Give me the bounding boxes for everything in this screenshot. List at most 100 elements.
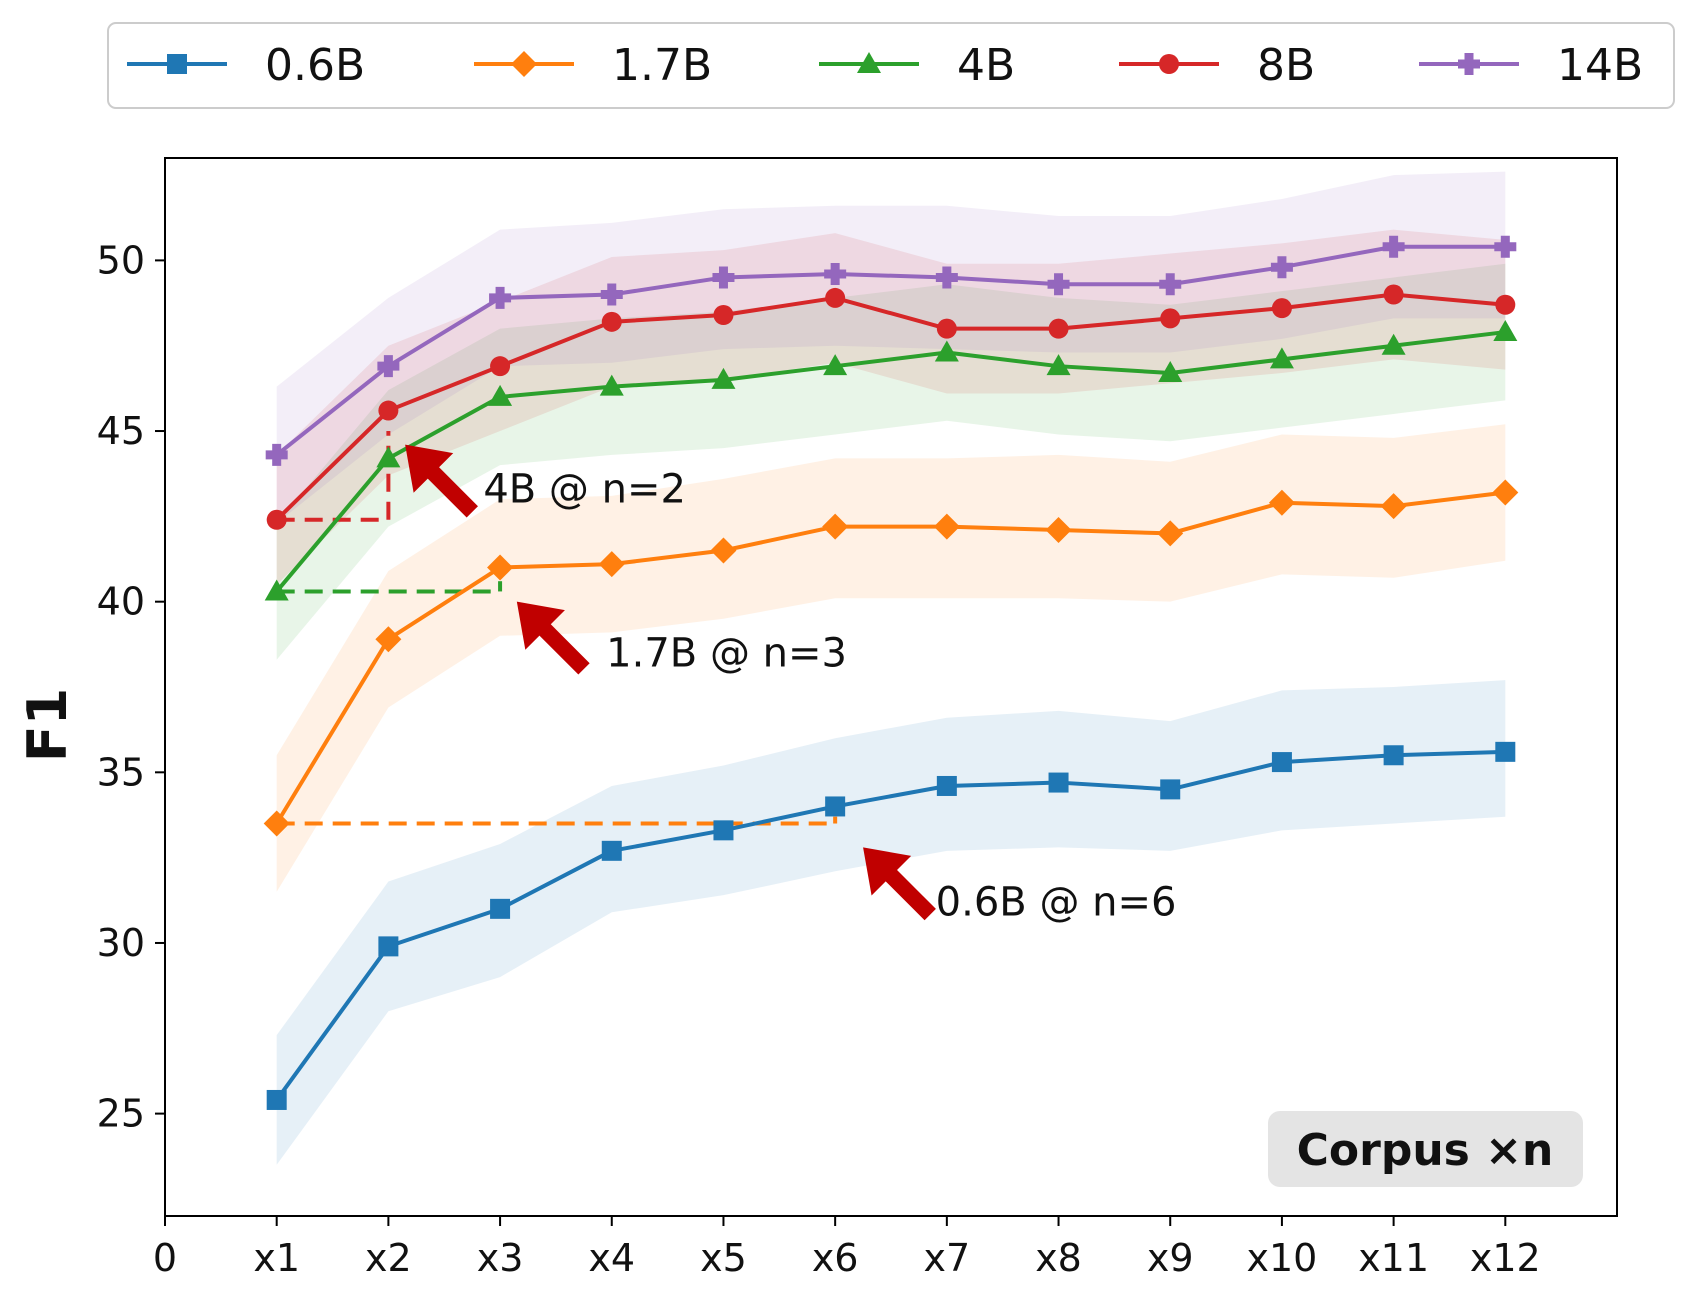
- point-8B-x6: [825, 287, 846, 308]
- legend: 0.6B 1.7B 4B 8B 14B: [107, 22, 1675, 109]
- point-8B-x11: [1383, 284, 1404, 305]
- point-4B-x3: [488, 384, 513, 406]
- legend-label-4B: 4B: [957, 40, 1015, 91]
- annotation-label-0: 4B @ n=2: [483, 467, 686, 513]
- x-tick-label-8: x8: [1035, 1236, 1082, 1280]
- point-8B-x12: [1495, 294, 1516, 315]
- point-14B-x10: [1270, 256, 1293, 279]
- x-tick-label-3: x3: [477, 1236, 524, 1280]
- annotations: 4B @ n=2 1.7B @ n=3 0.6B @ n=6: [405, 444, 1177, 926]
- y-tick-label-2: 35: [97, 750, 145, 794]
- band-1.7B: [276, 424, 1506, 892]
- annotation-label-2: 0.6B @ n=6: [936, 880, 1177, 926]
- legend-marker-14B: [1458, 53, 1480, 75]
- series-line-4B: [275, 330, 1506, 593]
- series-line-8B: [275, 292, 1506, 522]
- series-line-14B: [275, 244, 1506, 457]
- point-14B-x9: [1159, 273, 1182, 296]
- y-axis-label: F1: [16, 688, 79, 762]
- point-14B-x11: [1382, 235, 1405, 258]
- point-8B-x1: [266, 509, 287, 530]
- point-4B-x9: [1158, 361, 1183, 383]
- annotation-label-1: 1.7B @ n=3: [606, 631, 847, 677]
- x-axis: 0 x1 x2 x3 x4 x5 x6 x7 x8 x9 x10 x11 x12: [153, 1216, 1541, 1280]
- point-0.6B-x6: [825, 796, 846, 817]
- point-8B-x2: [378, 400, 399, 421]
- annotation-arrow-0: [405, 444, 478, 518]
- point-14B-x12: [1494, 235, 1517, 258]
- series-line-0.6B: [275, 749, 1506, 1102]
- band-4B: [276, 263, 1506, 660]
- point-1.7B-x4: [598, 551, 625, 578]
- point-1.7B-x5: [710, 537, 737, 564]
- legend-label-14B: 14B: [1557, 40, 1643, 91]
- legend-label-8B: 8B: [1257, 40, 1315, 91]
- point-0.6B-x12: [1495, 741, 1516, 762]
- x-tick-label-5: x5: [700, 1236, 747, 1280]
- x-tick-label-11: x11: [1358, 1236, 1429, 1280]
- point-8B-x3: [490, 356, 511, 377]
- y-tick-label-3: 40: [97, 580, 145, 624]
- point-1.7B-x8: [1045, 517, 1072, 544]
- series-lines: [274, 244, 1506, 1102]
- point-4B-x11: [1381, 333, 1406, 355]
- point-4B-x7: [934, 340, 959, 362]
- x-tick-label-7: x7: [924, 1236, 971, 1280]
- point-0.6B-x9: [1160, 779, 1181, 800]
- point-14B-x7: [935, 266, 958, 289]
- y-tick-label-5: 50: [97, 238, 145, 282]
- point-4B-x8: [1046, 354, 1071, 376]
- y-tick-label-1: 30: [97, 921, 145, 965]
- point-4B-x2: [376, 446, 401, 468]
- point-1.7B-x1: [263, 810, 290, 837]
- y-axis: 25 30 35 40 45 50: [97, 238, 165, 1136]
- point-1.7B-x3: [487, 554, 514, 581]
- point-0.6B-x10: [1271, 752, 1292, 773]
- point-4B-x10: [1269, 347, 1294, 369]
- corpus-badge: Corpus ×n: [1268, 1111, 1583, 1187]
- point-14B-x3: [489, 286, 512, 309]
- annotation-arrow-2: [863, 847, 936, 921]
- point-4B-x12: [1493, 320, 1518, 342]
- point-1.7B-x7: [933, 513, 960, 540]
- legend-marker-4B: [857, 52, 881, 73]
- point-1.7B-x11: [1380, 493, 1407, 520]
- x-tick-label-10: x10: [1247, 1236, 1318, 1280]
- corpus-badge-label: Corpus ×n: [1297, 1125, 1554, 1176]
- legend-label-1.7B: 1.7B: [612, 40, 712, 91]
- corpus-badge-bg: [1268, 1111, 1583, 1187]
- point-0.6B-x4: [601, 840, 622, 861]
- reference-lines: [276, 431, 838, 826]
- point-14B-x6: [824, 263, 847, 286]
- point-0.6B-x1: [266, 1089, 287, 1110]
- x-tick-label-12: x12: [1470, 1236, 1541, 1280]
- x-tick-label-2: x2: [365, 1236, 412, 1280]
- legend-marker-8B: [1159, 54, 1179, 74]
- legend-entries: 0.6B 1.7B 4B 8B 14B: [127, 40, 1643, 91]
- band-14B: [276, 171, 1506, 524]
- point-0.6B-x5: [713, 820, 734, 841]
- legend-label-0.6B: 0.6B: [265, 40, 365, 91]
- point-14B-x8: [1047, 273, 1070, 296]
- point-1.7B-x2: [375, 626, 402, 653]
- point-1.7B-x9: [1157, 520, 1184, 547]
- y-tick-label-0: 25: [97, 1092, 145, 1136]
- point-14B-x2: [377, 355, 400, 378]
- point-1.7B-x6: [822, 513, 849, 540]
- point-14B-x1: [265, 443, 288, 466]
- y-tick-label-4: 45: [97, 409, 145, 453]
- point-0.6B-x2: [378, 936, 399, 957]
- x-tick-label-6: x6: [812, 1236, 859, 1280]
- point-8B-x8: [1048, 318, 1069, 339]
- band-0.6B: [276, 680, 1506, 1165]
- point-4B-x1: [264, 579, 289, 601]
- point-0.6B-x8: [1048, 772, 1069, 793]
- point-4B-x5: [711, 367, 736, 389]
- annotation-arrow-1: [516, 601, 590, 675]
- series-line-1.7B: [274, 490, 1506, 825]
- series-markers: [263, 235, 1519, 1110]
- point-1.7B-x12: [1492, 479, 1519, 506]
- point-1.7B-x10: [1268, 489, 1295, 516]
- point-14B-x4: [600, 283, 623, 306]
